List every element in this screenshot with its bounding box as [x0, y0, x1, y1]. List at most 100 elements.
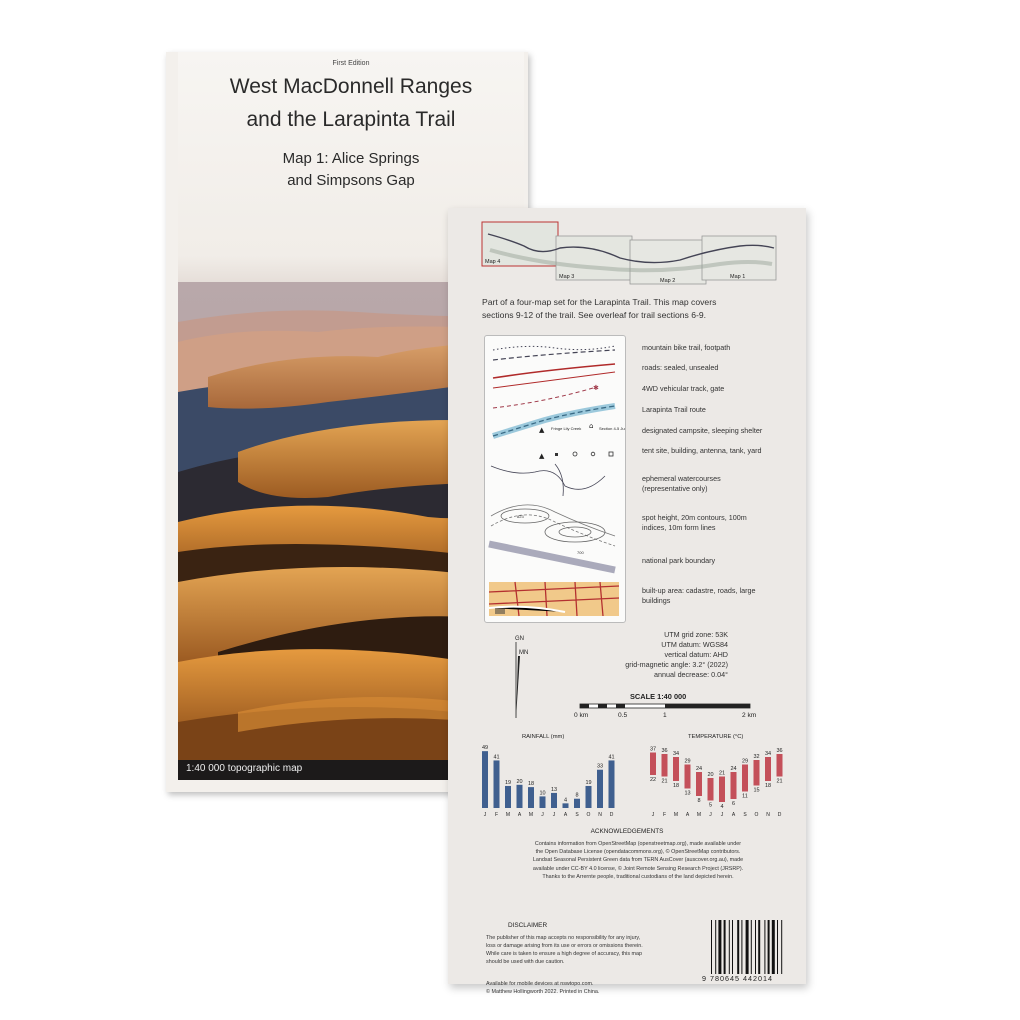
barcode-stripe [771, 920, 775, 974]
temperature-month-label: J [721, 812, 724, 818]
temperature-bar [765, 757, 771, 781]
acknowledgements-title: ACKNOWLEDGEMENTS [590, 828, 664, 835]
rainfall-value-label: 18 [528, 781, 534, 787]
scale-label-2: 2 km [742, 712, 757, 719]
ack-line5: Thanks to the Arrernte people, tradition… [542, 873, 734, 880]
cover-subtitle-line1: Map 1: Alice Springs [282, 150, 420, 167]
scale-label-1: 1 [663, 712, 667, 719]
acknowledgements-text: Contains information from OpenStreetMap … [503, 840, 773, 881]
temperature-month-label: M [697, 812, 701, 818]
temperature-min-label: 11 [742, 794, 748, 800]
ack-line2: the Open Database License (opendatacommo… [535, 849, 741, 856]
legend-label-5: designated campsite, sleeping shelter [642, 426, 763, 435]
temperature-min-label: 8 [697, 798, 700, 804]
rainfall-bar [516, 784, 523, 808]
temperature-month-label: O [755, 812, 759, 818]
temperature-max-label: 24 [696, 766, 702, 772]
legend-samples: ✱ ▲ Fringe Lily Creek ⌂ Section 4-5 Junc… [488, 345, 635, 617]
barcode-stripe [764, 920, 766, 974]
temperature-max-label: 34 [765, 751, 771, 757]
rainfall-bar [551, 792, 557, 808]
barcode-stripe [711, 920, 712, 974]
temperature-title: TEMPERATURE (°C) [688, 734, 744, 740]
svg-text:⌂: ⌂ [589, 422, 593, 430]
temperature-month-label: M [674, 812, 678, 818]
rainfall-month-label: J [553, 812, 556, 818]
utm-line5: annual decrease: 0.04° [653, 670, 728, 679]
rainfall-value-label: 41 [493, 754, 499, 760]
legend-label-9: national park boundary [642, 556, 716, 565]
intro-text: Part of a four-map set for the Larapinta… [482, 296, 782, 322]
barcode-stripe [767, 920, 770, 974]
temperature-min-label: 4 [720, 804, 723, 810]
ack-line4: available under CC-BY 4.0 license, © Joi… [532, 865, 744, 872]
rainfall-bar [562, 803, 569, 808]
rainfall-bar [528, 787, 534, 808]
rainfall-value-label: 8 [575, 793, 578, 799]
barcode-stripe [718, 920, 722, 974]
rainfall-bar [539, 796, 546, 808]
intro-line2: sections 9-12 of the trail. See overleaf… [482, 310, 707, 320]
temperature-bar [661, 754, 668, 777]
rainfall-value-label: 13 [551, 787, 557, 793]
cover-subtitle-line2: and Simpsons Gap [287, 172, 415, 189]
temperature-month-label: F [663, 812, 666, 818]
legend-label-2: roads: sealed, unsealed [642, 363, 719, 372]
legend-label-7: ephemeral watercourses (representative o… [642, 474, 721, 493]
rainfall-bar [608, 760, 615, 808]
edition-label: First Edition [332, 60, 370, 67]
legend-label-10: built-up area: cadastre, roads, large bu… [642, 586, 756, 605]
landscape-photo [178, 282, 524, 780]
legend-sample-fringe: Fringe Lily Creek [551, 426, 581, 431]
temperature-month-label: S [743, 812, 747, 818]
temperature-max-label: 21 [719, 771, 725, 777]
rainfall-bar [585, 785, 592, 808]
rainfall-value-label: 10 [539, 790, 545, 796]
rainfall-value-label: 41 [608, 754, 614, 760]
temperature-max-label: 36 [661, 748, 667, 754]
scale-bar [579, 703, 751, 709]
temperature-min-label: 15 [753, 788, 759, 794]
barcode-stripe [732, 920, 733, 974]
temperature-month-label: A [686, 812, 690, 818]
cover-title-line1: West MacDonnell Ranges [229, 75, 473, 98]
rainfall-value-label: 19 [505, 780, 511, 786]
north-label-mn: MN [519, 650, 528, 656]
rainfall-chart: 49 J 41 F 19 M 20 A 18 M 10 J 13 J 4 A 8 S 19 O 33 N 41 D [482, 745, 615, 818]
rainfall-bar [574, 798, 580, 808]
temperature-month-label: J [652, 812, 655, 818]
rainfall-month-label: M [529, 812, 533, 818]
utm-info: UTM grid zone: 53K UTM datum: WGS84 vert… [568, 630, 728, 680]
temperature-min-label: 18 [765, 783, 771, 789]
svg-text:✱: ✱ [593, 384, 599, 392]
intro-line1: Part of a four-map set for the Larapinta… [482, 297, 717, 307]
temperature-min-label: 6 [732, 801, 735, 807]
temperature-max-label: 29 [684, 759, 690, 765]
barcode-stripe [715, 920, 717, 974]
temperature-bar [707, 778, 714, 801]
temperature-max-label: 34 [673, 751, 679, 757]
disclaimer-title: DISCLAIMER [508, 922, 548, 929]
legend-label-3: 4WD vehicular track, gate [642, 384, 725, 393]
publisher-footer: Available for mobile devices at nswtopo.… [486, 980, 676, 996]
utm-line2: UTM datum: WGS84 [661, 640, 728, 649]
barcode-stripe [737, 920, 740, 974]
cover-footer: 1:40 000 topographic map [178, 760, 524, 780]
temperature-bar [696, 772, 702, 796]
temperature-max-label: 32 [753, 754, 759, 760]
cover-title-line2: and the Larapinta Trail [246, 108, 456, 131]
north-arrow-diagram: GN MN [515, 636, 528, 718]
cover-footer-text: 1:40 000 topographic map [186, 763, 303, 774]
rainfall-month-label: S [575, 812, 579, 818]
overview-map: Map 4 Map 3 Map 2 Map 1 [481, 221, 777, 285]
rainfall-bar [493, 760, 500, 808]
rainfall-month-label: M [506, 812, 510, 818]
temperature-max-label: 36 [776, 748, 782, 754]
footer-line2: © Matthew Hollingworth 2022. Printed in … [486, 989, 600, 995]
overview-label-map1: Map 1 [730, 274, 745, 280]
back-cover: Map 4 Map 3 Map 2 Map 1 Part of a four-m… [448, 208, 806, 995]
legend-label-6: tent site, building, antenna, tank, yard [642, 446, 762, 455]
temperature-chart: 37 22 J 36 21 F 34 18 M 29 13 A 24 8 M 20 5 J 21 4 J 24 6 A 29 11… [650, 747, 783, 819]
barcode-stripe [781, 920, 783, 974]
disclaimer-line4: should be used with due caution. [486, 959, 565, 965]
